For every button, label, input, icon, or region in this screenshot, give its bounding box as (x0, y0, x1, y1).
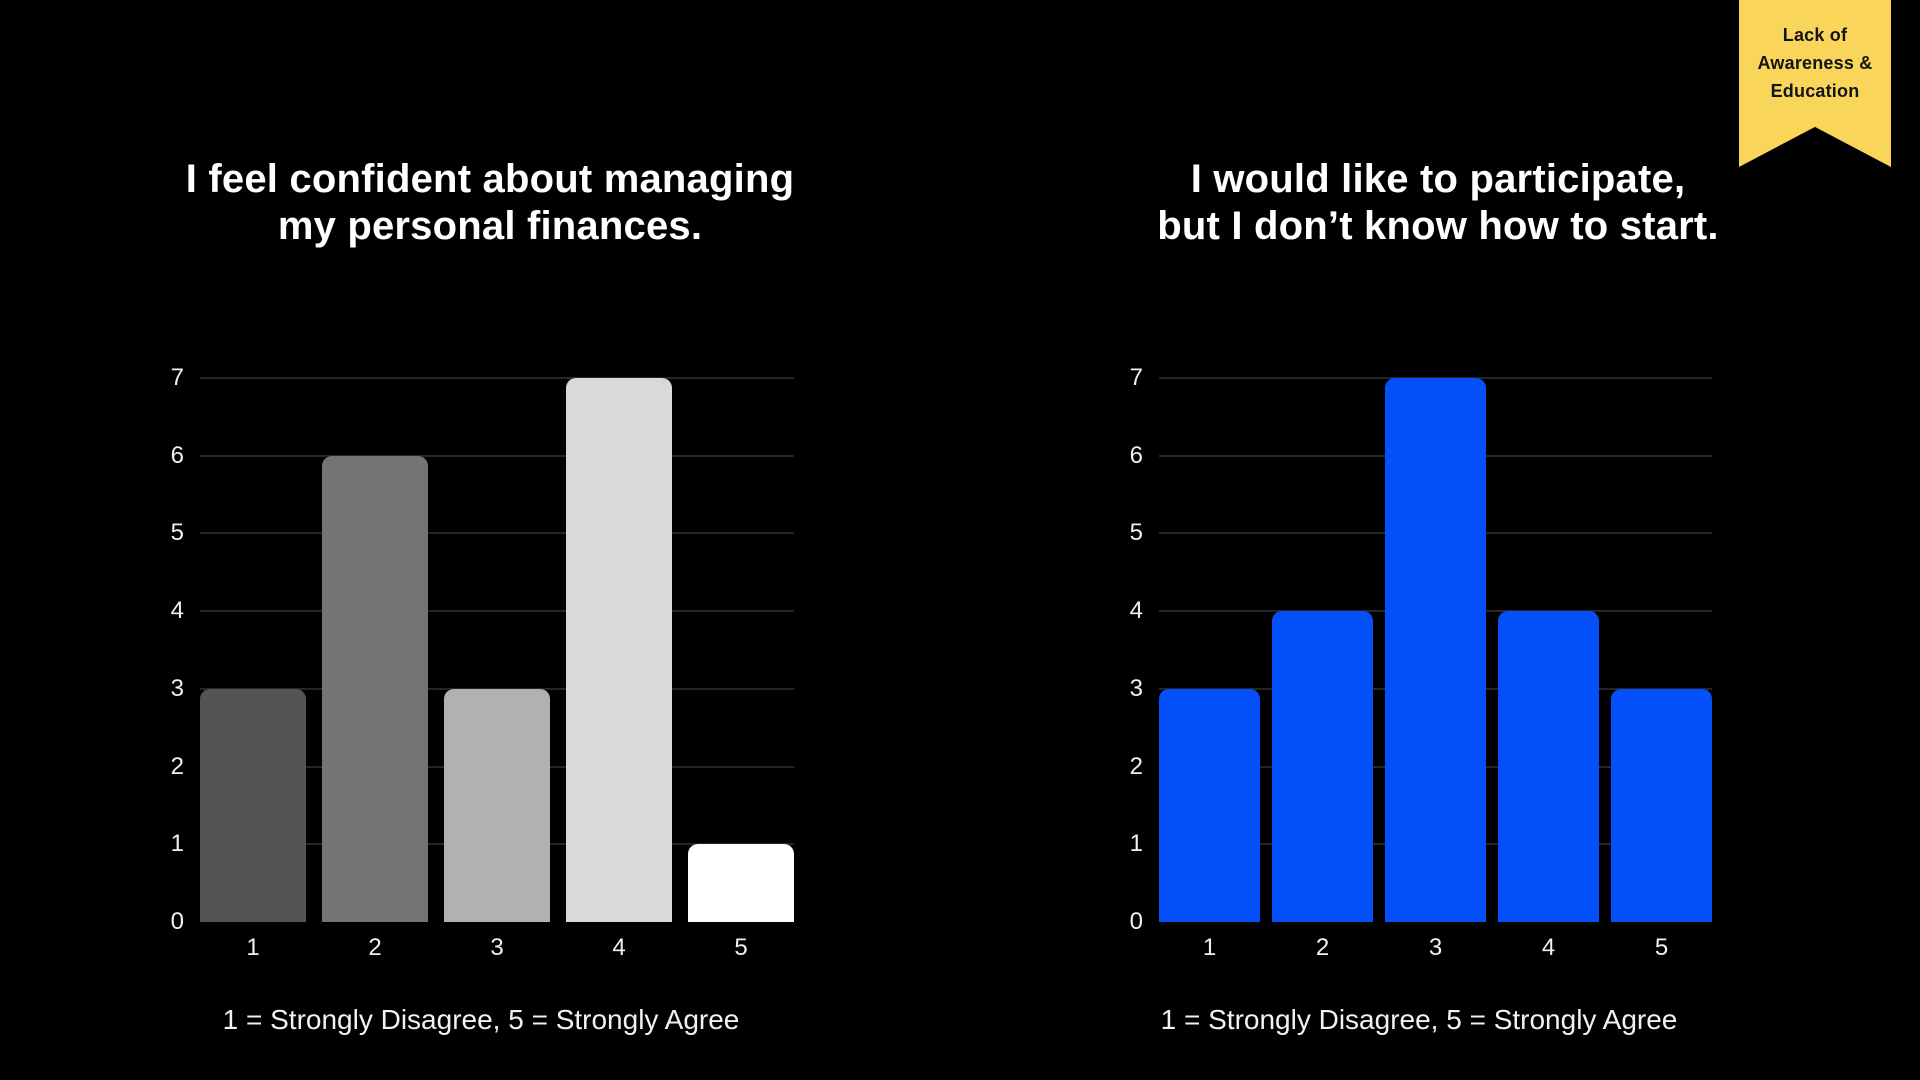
x-axis-tick-label: 5 (1654, 934, 1669, 961)
y-axis-tick-label: 7 (1129, 364, 1143, 391)
bar-5 (1611, 688, 1712, 922)
x-axis-tick-label: 5 (734, 934, 748, 961)
right-chart-title: I would like to participate, but I don’t… (1118, 156, 1758, 250)
right-bar-chart: 0 1 2 3 4 5 6 7 1 2 3 4 5 (1130, 364, 1712, 961)
y-axis-tick-label: 3 (170, 674, 184, 702)
gridline-y6 (200, 454, 794, 457)
ribbon-line3: Education (1770, 81, 1860, 101)
x-axis-tick-label: 3 (1428, 934, 1443, 961)
y-axis-tick-label: 0 (1129, 908, 1143, 935)
x-axis-labels: 1 2 3 4 5 (200, 934, 794, 962)
y-axis-tick-label: 3 (1129, 674, 1143, 702)
bar-1 (1159, 688, 1260, 922)
left-chart-title-line1: I feel confident about managing (185, 157, 795, 201)
ribbon-line1: Lack of (1782, 25, 1848, 45)
y-axis-tick-label: 0 (170, 908, 184, 935)
gridline-y5 (200, 532, 794, 535)
left-chart-title-line2: my personal finances. (277, 204, 703, 248)
bar-4 (566, 378, 672, 922)
x-axis-tick-label: 1 (1202, 934, 1217, 961)
gridline-y3 (200, 687, 794, 690)
bar-2 (1272, 611, 1373, 922)
left-chart-caption: 1 = Strongly Disagree, 5 = Strongly Agre… (222, 1004, 740, 1035)
bar-4 (1498, 611, 1599, 922)
y-axis-tick-label: 2 (170, 752, 184, 780)
x-axis-tick-label: 1 (246, 934, 260, 961)
right-chart-caption: 1 = Strongly Disagree, 5 = Strongly Agre… (1160, 1004, 1678, 1035)
x-axis-tick-label: 4 (612, 934, 626, 961)
bars-container (200, 378, 794, 922)
gridline-y7 (200, 377, 794, 379)
y-axis-tick-label: 6 (170, 441, 184, 469)
ribbon-badge: Lack of Awareness & Education (1739, 0, 1891, 167)
gridline-y4 (200, 610, 794, 613)
y-axis-tick-label: 6 (1129, 441, 1143, 469)
y-axis-tick-label: 1 (1129, 830, 1143, 858)
x-axis-tick-label: 3 (490, 934, 504, 961)
ribbon-line2: Awareness & (1757, 53, 1873, 73)
y-axis-tick-label: 1 (170, 830, 184, 858)
bar-1 (200, 688, 306, 922)
x-axis-tick-label: 2 (1315, 934, 1330, 961)
bar-5 (688, 844, 794, 922)
y-axis-tick-label: 5 (1129, 519, 1143, 547)
right-chart-title-line1: I would like to participate, (1190, 157, 1686, 201)
bars-container (1159, 378, 1712, 922)
y-axis-tick-label: 2 (1129, 752, 1143, 780)
left-bar-chart: 0 1 2 3 4 5 6 7 1 2 3 4 5 (171, 364, 794, 961)
bar-3 (1385, 378, 1486, 922)
y-axis-tick-label: 4 (170, 597, 184, 625)
x-axis-tick-label: 4 (1541, 934, 1556, 961)
y-axis-tick-label: 5 (170, 519, 184, 547)
x-axis-tick-label: 2 (368, 934, 382, 961)
left-chart-title: I feel confident about managing my perso… (170, 156, 810, 250)
right-chart-title-line2: but I don’t know how to start. (1157, 204, 1719, 248)
y-axis-tick-label: 4 (1129, 597, 1143, 625)
bar-2 (322, 455, 428, 922)
x-axis-labels: 1 2 3 4 5 (1159, 934, 1712, 962)
bar-3 (444, 688, 550, 922)
y-axis-tick-label: 7 (170, 364, 184, 391)
